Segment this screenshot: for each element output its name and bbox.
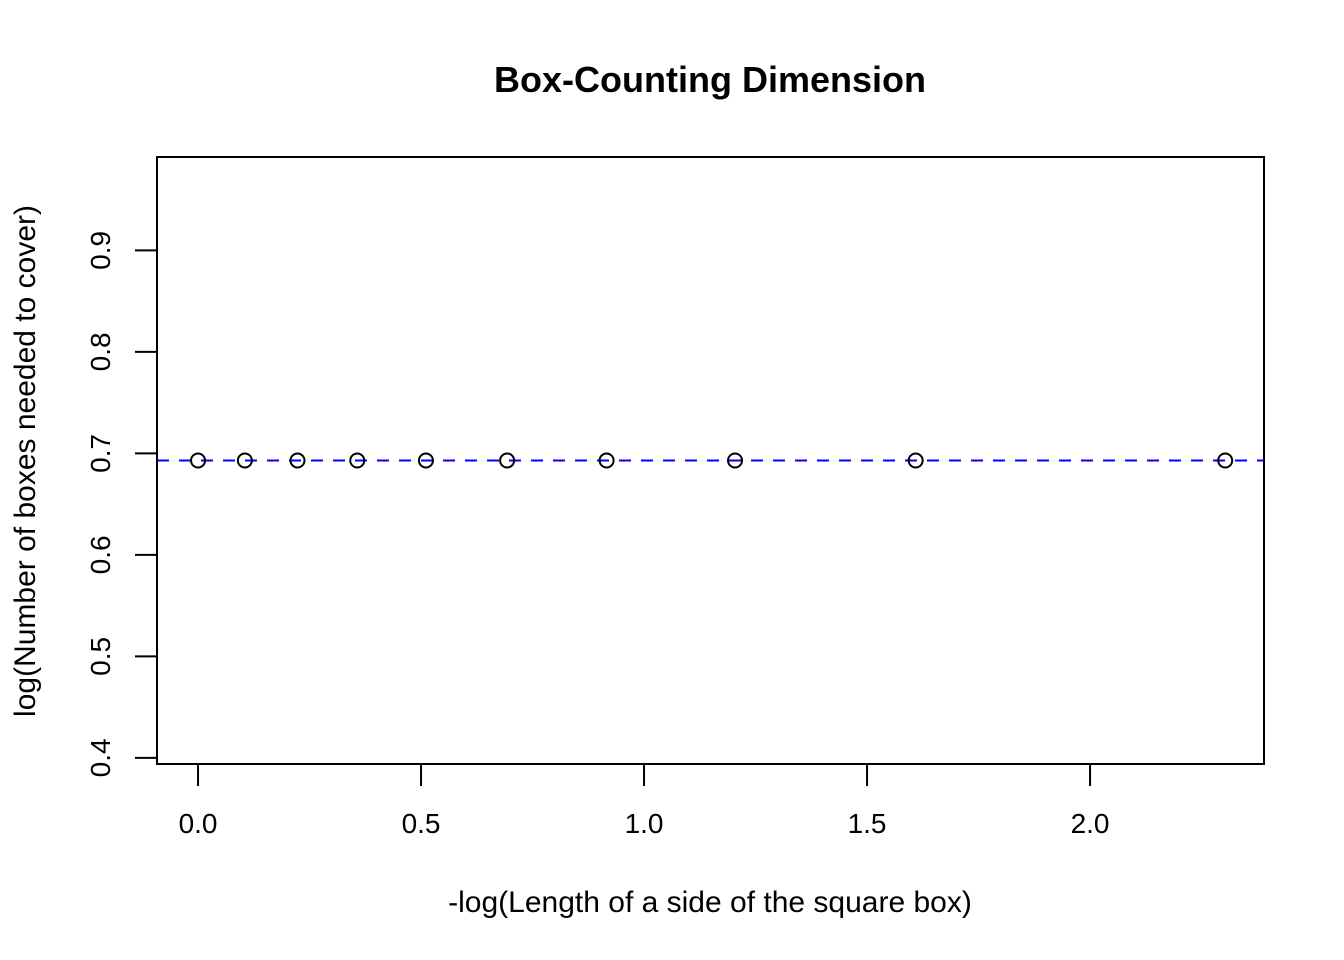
y-tick-label: 0.9 xyxy=(85,231,116,270)
data-point xyxy=(727,452,744,469)
data-point xyxy=(289,452,306,469)
data-point xyxy=(349,452,366,469)
x-axis-label: -log(Length of a side of the square box) xyxy=(448,886,972,919)
x-tick-label: 0.5 xyxy=(402,808,441,839)
x-tick-label: 2.0 xyxy=(1071,808,1110,839)
y-axis-label: log(Number of boxes needed to cover) xyxy=(9,205,42,717)
data-point xyxy=(907,452,924,469)
x-tick-label: 0.0 xyxy=(179,808,218,839)
data-point xyxy=(417,452,434,469)
data-point xyxy=(190,452,207,469)
y-tick-label: 0.5 xyxy=(85,637,116,676)
data-point xyxy=(598,452,615,469)
chart-title: Box-Counting Dimension xyxy=(494,59,926,100)
x-axis: 0.0 0.5 1.0 1.5 2.0 xyxy=(179,763,1110,839)
x-tick-label: 1.5 xyxy=(848,808,887,839)
y-tick-label: 0.8 xyxy=(85,332,116,371)
x-tick-label: 1.0 xyxy=(625,808,664,839)
data-point xyxy=(499,452,516,469)
y-tick-label: 0.7 xyxy=(85,434,116,473)
y-tick-label: 0.6 xyxy=(85,535,116,574)
y-axis: 0.4 0.5 0.6 0.7 0.8 0.9 xyxy=(85,231,158,777)
data-points xyxy=(190,452,1234,469)
y-tick-label: 0.4 xyxy=(85,738,116,777)
data-point xyxy=(1217,452,1234,469)
data-point xyxy=(236,452,253,469)
